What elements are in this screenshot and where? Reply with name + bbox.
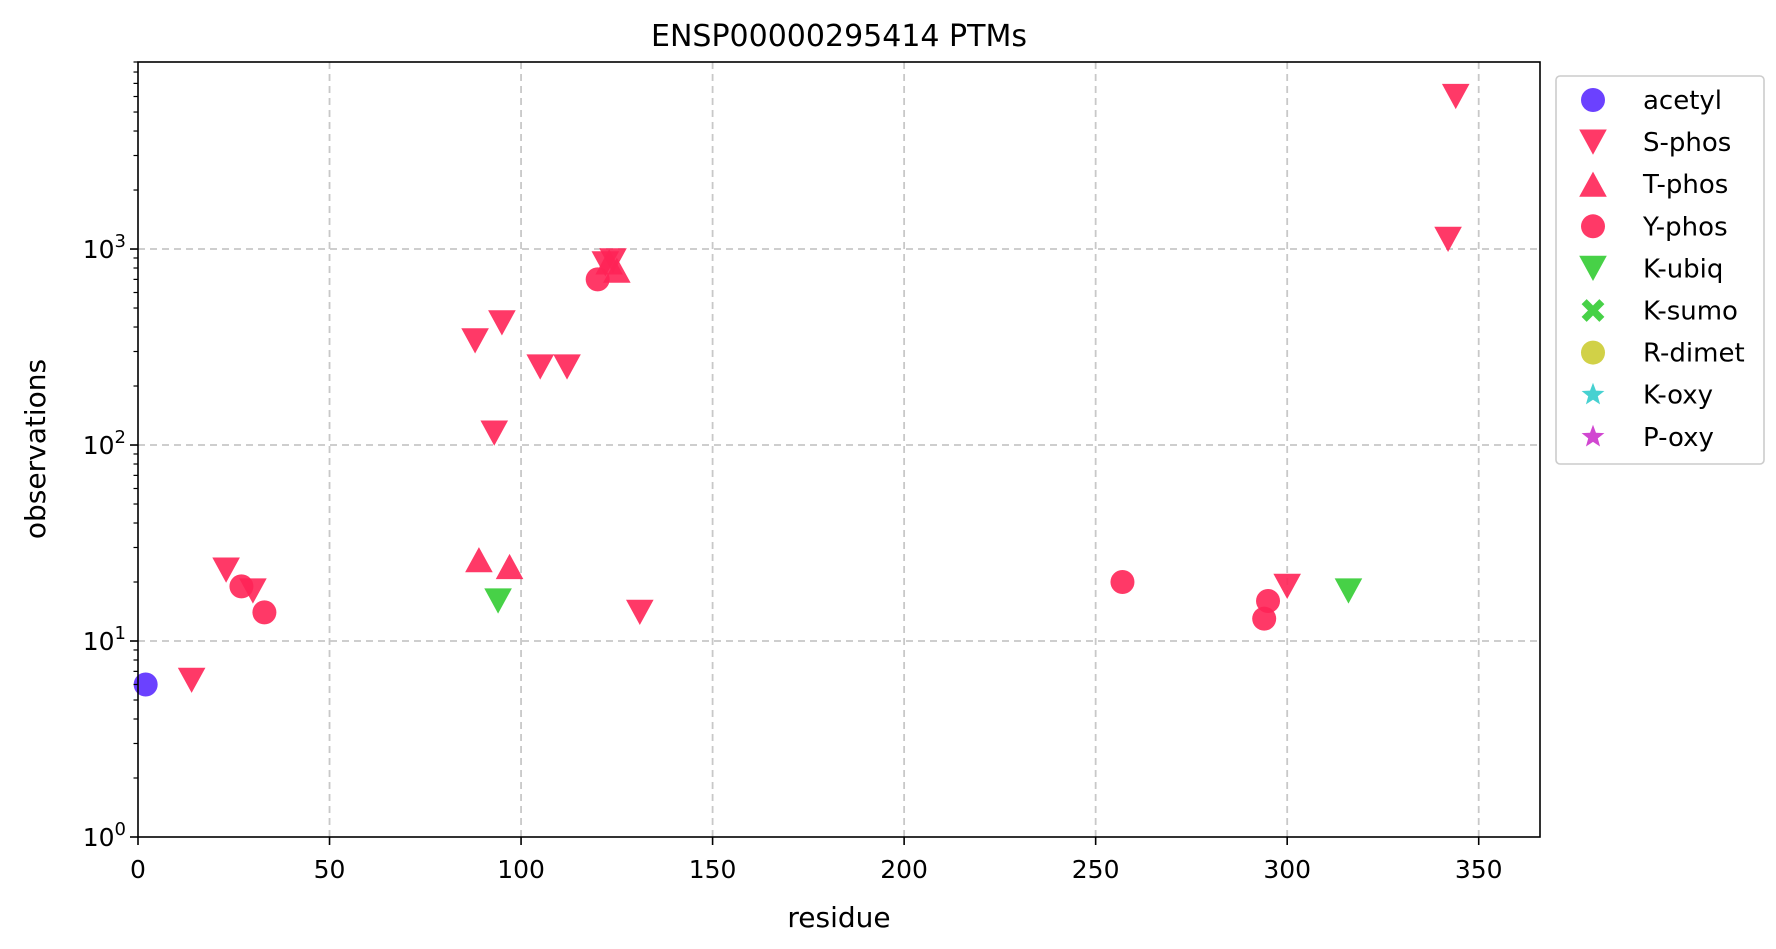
data-point-s-phos [461, 328, 489, 354]
data-point-y-phos [1256, 589, 1281, 614]
legend-marker-k-oxy [1581, 382, 1605, 405]
legend-label: Y-phos [1642, 212, 1728, 242]
data-point-acetyl [133, 672, 158, 697]
legend-marker-r-dimet [1581, 340, 1605, 365]
legend-label: S-phos [1643, 128, 1731, 158]
legend-marker-t-phos [1579, 171, 1607, 197]
legend-label: P-oxy [1643, 423, 1714, 453]
legend-marker-acetyl [1581, 88, 1605, 112]
x-tick-label: 150 [689, 855, 737, 884]
x-tick-label: 50 [314, 855, 346, 884]
legend-label: K-sumo [1643, 297, 1738, 327]
y-tick-label: 100 [83, 819, 126, 852]
legend: acetyl S-phos T-phos Y-phos K-ubiq K-sumo R-di… [1555, 75, 1765, 465]
x-tick-label: 200 [880, 855, 928, 884]
x-tick-label: 100 [497, 855, 545, 884]
y-tick-label: 101 [83, 623, 126, 656]
data-point-s-phos [1273, 573, 1301, 599]
legend-label: acetyl [1643, 86, 1722, 116]
x-tick-label: 0 [130, 855, 146, 884]
data-point-s-phos [1441, 83, 1470, 110]
data-point-s-phos [1434, 226, 1462, 252]
data-point-s-phos [480, 420, 509, 446]
data-point-s-phos [526, 354, 555, 380]
data-point-k-ubiq [1334, 578, 1363, 604]
legend-marker-k-sumo [1581, 299, 1605, 322]
data-point-s-phos [212, 557, 240, 583]
legend-label: T-phos [1642, 170, 1728, 200]
data-point-y-phos [1110, 570, 1135, 595]
data-point-s-phos [488, 310, 516, 336]
data-point-s-phos [553, 354, 581, 380]
legend-marker-s-phos [1579, 129, 1607, 155]
y-tick-label: 102 [83, 427, 126, 460]
data-point-s-phos [177, 667, 206, 693]
data-point-k-ubiq [484, 588, 512, 614]
data-point-t-phos [603, 257, 631, 283]
data-point-y-phos [585, 267, 610, 292]
legend-label: K-ubiq [1643, 254, 1723, 284]
plot-frame [137, 61, 1541, 838]
legend-frame [1555, 75, 1765, 465]
legend-label: K-oxy [1643, 381, 1713, 411]
data-point-y-phos [252, 600, 277, 625]
grid-layer [138, 62, 1540, 837]
x-tick-label: 350 [1455, 855, 1503, 884]
legend-marker-k-ubiq [1579, 255, 1607, 281]
legend-label: R-dimet [1643, 339, 1745, 369]
chart-title: ENSP00000295414 PTMs [651, 19, 1027, 54]
data-point-t-phos [495, 553, 524, 580]
x-tick-label: 300 [1263, 855, 1311, 884]
points-layer [133, 83, 1470, 697]
y-axis-label: observations [19, 359, 52, 539]
legend-marker-y-phos [1581, 214, 1605, 239]
data-point-t-phos [465, 547, 493, 573]
legend-marker-p-oxy [1581, 424, 1605, 447]
plot-area [138, 62, 1540, 837]
ticks-layer: 0 50 100 150 200 250 300 350 100 101 102 103 [83, 61, 1503, 884]
x-tick-label: 250 [1072, 855, 1120, 884]
y-tick-label: 103 [83, 231, 126, 264]
data-point-s-phos [626, 599, 654, 625]
data-point-y-phos [229, 574, 254, 599]
x-axis-label: residue [787, 901, 890, 934]
